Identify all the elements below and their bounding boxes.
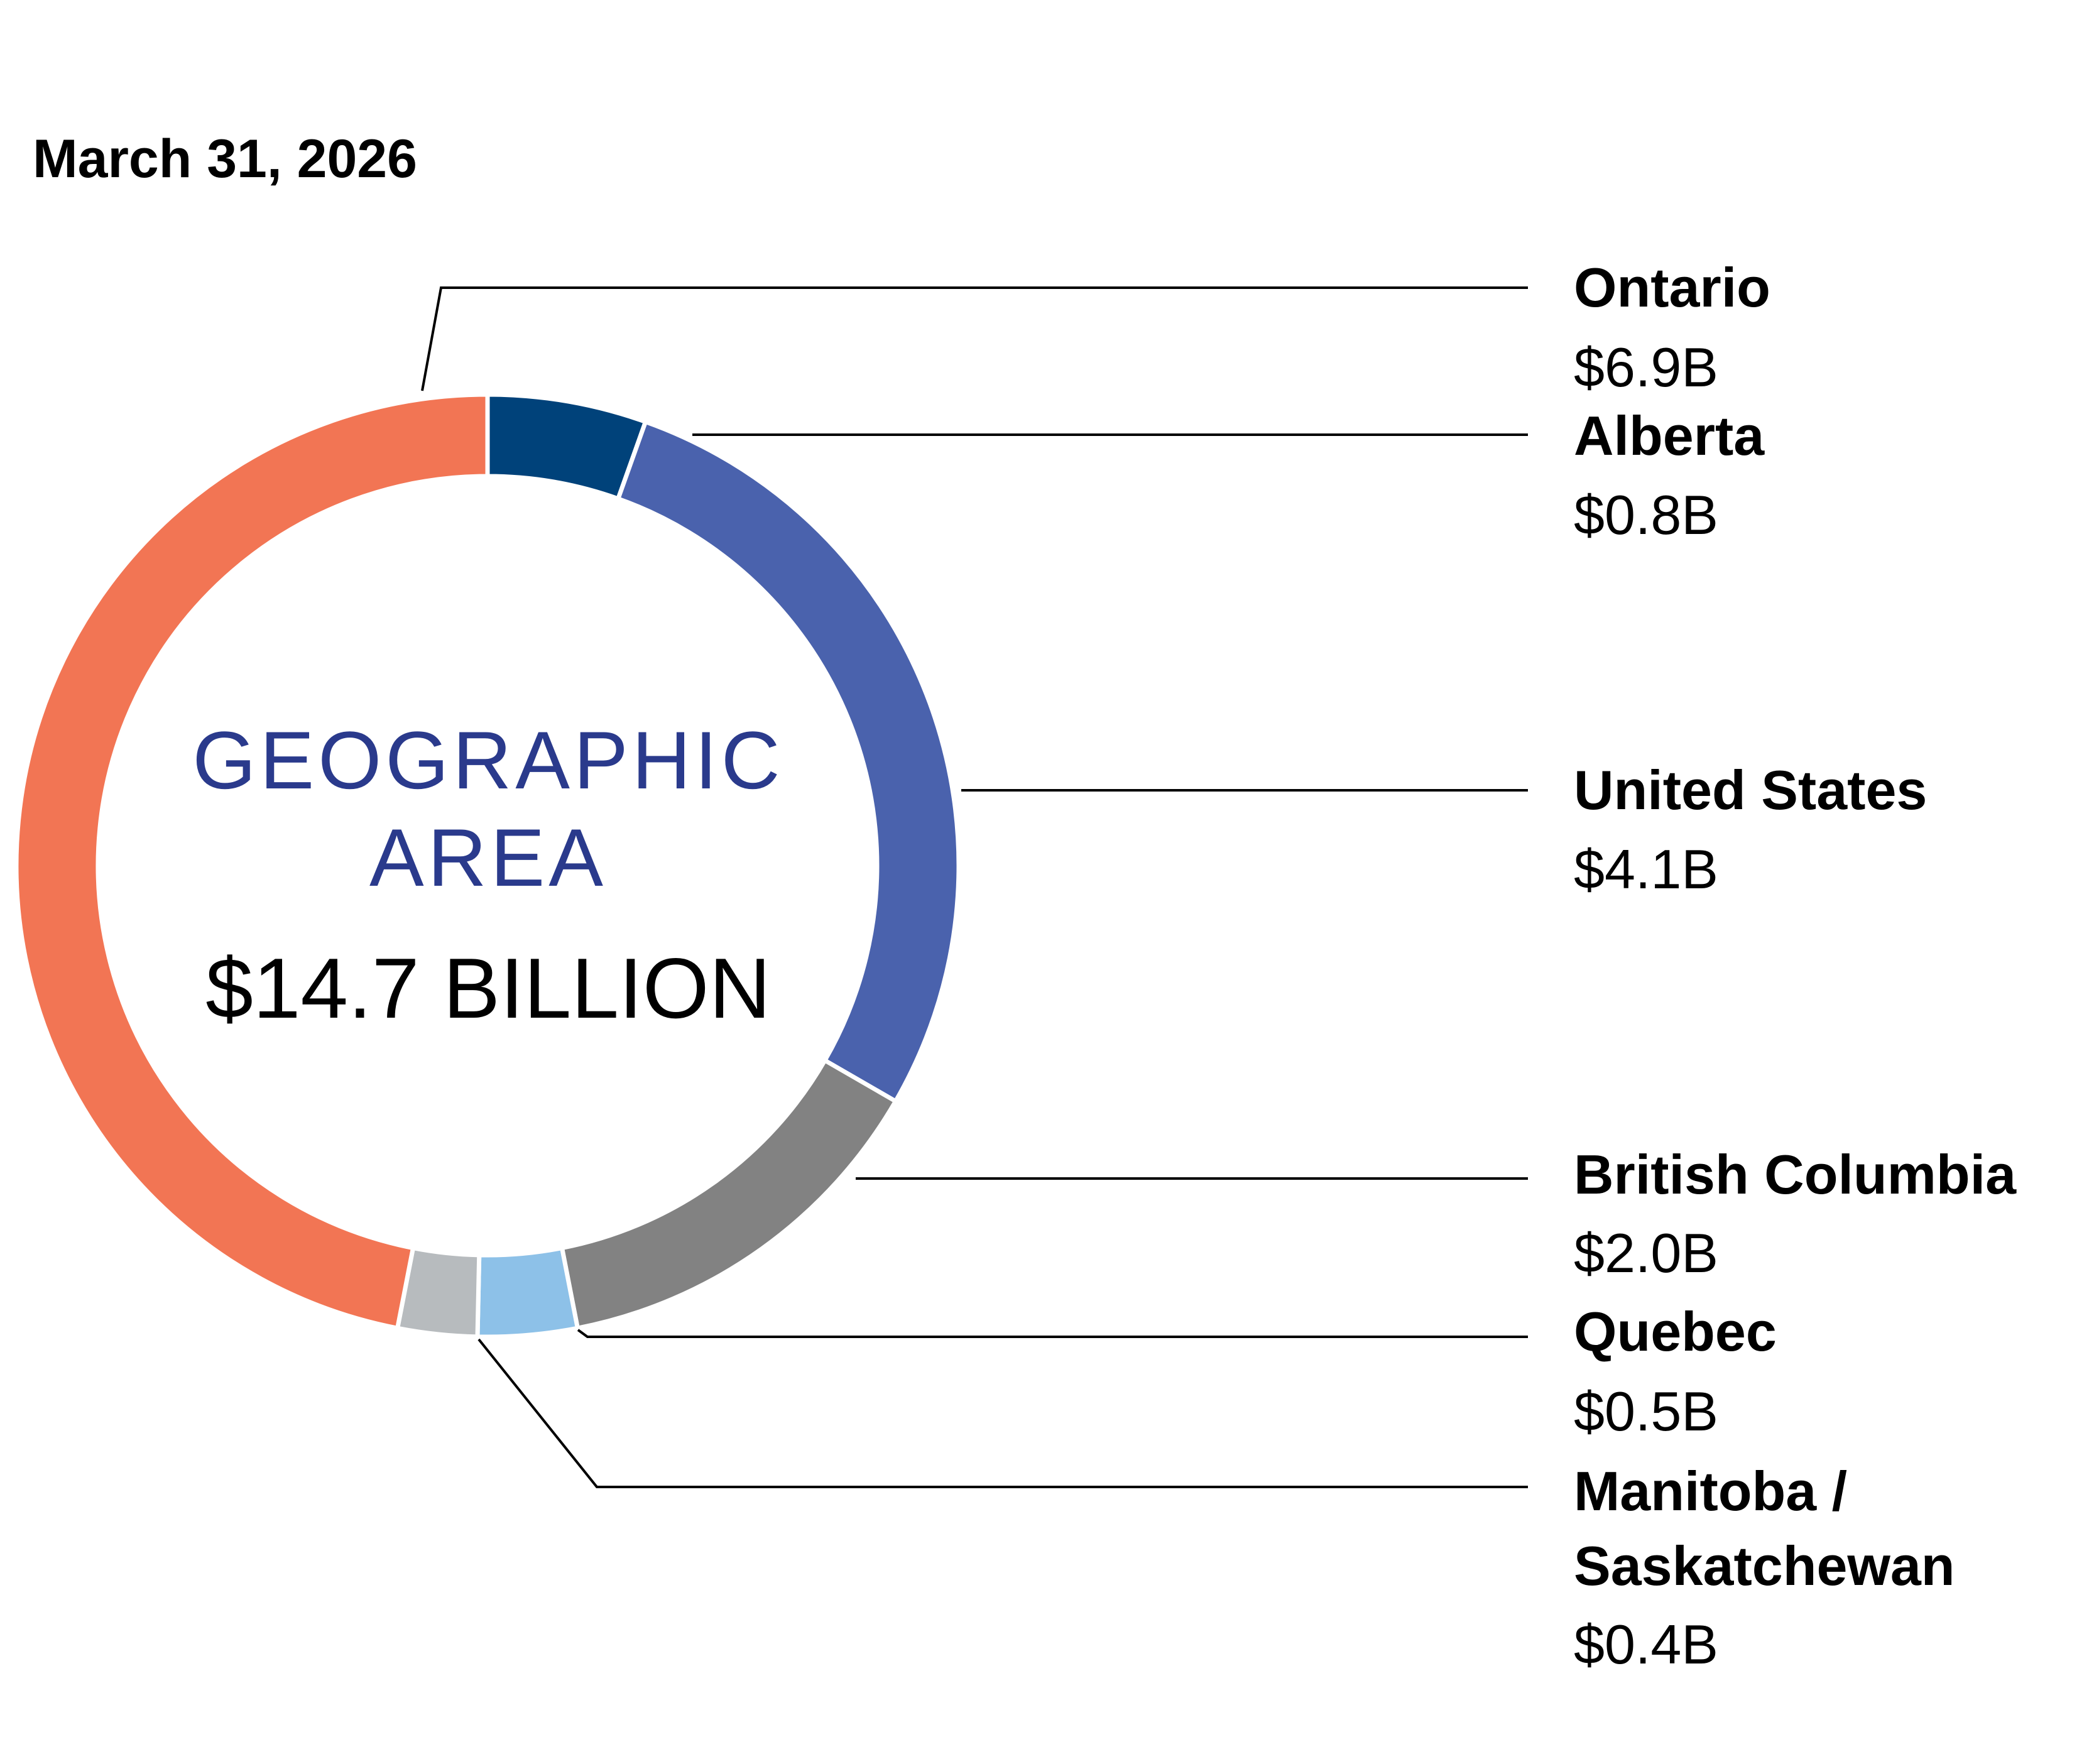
center-title-line-1: GEOGRAPHIC [192,714,783,806]
center-total: $14.7 BILLION [205,940,771,1036]
label-british-columbia-name: British Columbia [1574,1143,2017,1206]
label-british-columbia-value: $2.0B [1574,1222,1718,1284]
slice-ontario [14,392,490,1331]
date-label: March 31, 2026 [33,129,417,189]
leader-manitoba-saskatchewan [477,1338,1528,1488]
leader-ontario [421,286,1528,391]
label-united-states-name: United States [1574,759,1927,821]
center-title-line-2: AREA [369,812,607,903]
label-ontario-name: Ontario [1574,256,1770,318]
label-united-states-value: $4.1B [1574,838,1718,900]
slice-quebec [475,1245,581,1339]
slice-british-columbia [559,1057,899,1331]
label-ontario-value: $6.9B [1574,336,1718,398]
slice-united-states [615,418,961,1104]
donut-slices [14,392,961,1339]
legend-labels: Ontario $6.9B Alberta $0.8B United State… [1574,256,2017,1675]
label-manitoba-value: $0.4B [1574,1613,1718,1675]
center-label: GEOGRAPHIC AREA $14.7 BILLION [192,714,783,1036]
label-manitoba-name-line-1: Manitoba / [1574,1460,1847,1522]
label-quebec-name: Quebec [1574,1300,1777,1363]
leader-lines [421,286,1528,1488]
label-alberta-value: $0.8B [1574,484,1718,546]
label-manitoba-name-line-2: Saskatchewan [1574,1535,1955,1597]
leader-quebec [577,1329,1528,1338]
label-alberta-name: Alberta [1574,405,1765,467]
label-quebec-value: $0.5B [1574,1380,1718,1442]
